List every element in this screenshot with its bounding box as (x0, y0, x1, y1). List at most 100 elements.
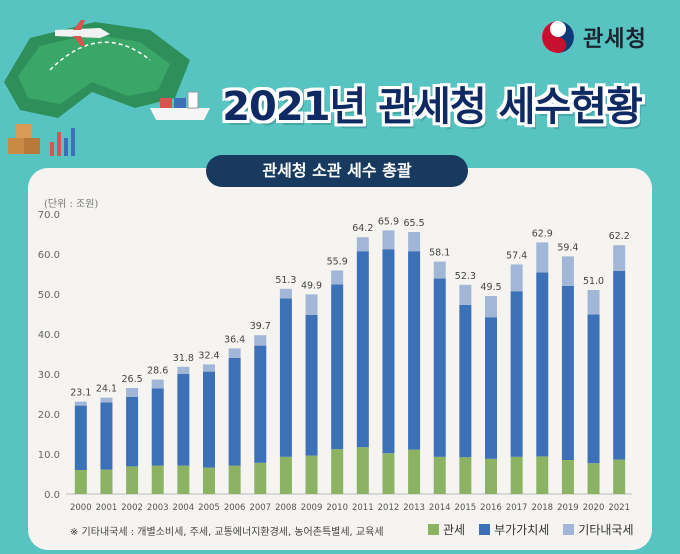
bar-total-label: 23.1 (70, 388, 91, 399)
bar-total-label: 62.2 (609, 231, 630, 242)
bar-total-label: 64.2 (352, 223, 373, 234)
bar-segment-vat (459, 304, 472, 458)
bar-segment-customs (485, 458, 497, 494)
chart-subtitle: 관세청 소관 세수 총괄 (206, 155, 468, 187)
bar-segment-customs (177, 465, 190, 494)
legend-label-other: 기타내국세 (578, 523, 634, 537)
legend-item-vat: 부가가치세 (479, 521, 549, 538)
bar-segment-other (382, 230, 395, 250)
bar-segment-customs (382, 453, 395, 494)
bar-total-label: 51.3 (275, 275, 296, 286)
x-tick-label: 2011 (352, 503, 374, 513)
bar-segment-other (331, 270, 344, 285)
bar-segment-other (279, 288, 292, 299)
bar-segment-customs (433, 456, 446, 494)
agency-logo: 관세청 (541, 20, 647, 54)
bar-segment-vat (151, 388, 164, 466)
bar-total-label: 65.5 (404, 218, 425, 229)
x-tick-label: 2004 (173, 503, 195, 513)
bar-segment-vat (177, 374, 190, 466)
bar-segment-customs (356, 447, 369, 494)
x-tick-label: 2012 (378, 503, 400, 513)
legend-swatch-other (563, 524, 575, 535)
bar-total-label: 39.7 (250, 321, 271, 332)
bar-segment-customs (228, 465, 241, 494)
continent-highlight (18, 34, 170, 104)
x-tick-label: 2009 (301, 503, 323, 513)
bar-segment-customs (561, 460, 574, 494)
y-tick-label: 0.0 (44, 490, 60, 501)
bar-segment-customs (279, 456, 292, 494)
bar-segment-customs (587, 463, 600, 494)
y-tick-label: 50.0 (38, 290, 60, 301)
mini-bar-icon (50, 128, 75, 156)
bar-segment-other (587, 290, 600, 315)
bar-segment-other (100, 397, 113, 403)
x-tick-label: 2005 (198, 503, 220, 513)
legend-label-customs: 관세 (443, 523, 466, 537)
bar-segment-other (561, 256, 574, 286)
legend-item-other: 기타내국세 (563, 521, 634, 538)
bar-total-label: 49.9 (301, 280, 322, 291)
y-tick-label: 60.0 (38, 250, 60, 261)
bar-segment-other (510, 264, 523, 292)
world-trade-illustration (4, 20, 210, 156)
bar-segment-other (459, 284, 472, 305)
bar-segment-other (356, 237, 369, 252)
x-tick-label: 2002 (121, 503, 143, 513)
bar-segment-vat (228, 358, 241, 466)
bar-segment-vat (356, 251, 369, 448)
bar-segment-vat (254, 345, 267, 463)
bar-segment-customs (459, 457, 472, 494)
y-tick-label: 10.0 (38, 450, 60, 461)
bar-total-label: 58.1 (429, 248, 450, 259)
bar-segment-customs (203, 467, 215, 494)
bar-segment-other (305, 294, 318, 315)
bar-segment-other (126, 388, 139, 397)
x-tick-label: 2020 (583, 503, 605, 513)
unit-label: (단위 : 조원) (44, 199, 99, 210)
bar-segment-vat (305, 314, 318, 456)
bar-segment-customs (408, 449, 421, 494)
y-tick-label: 20.0 (38, 410, 60, 421)
x-tick-label: 2013 (403, 503, 425, 513)
route-line (49, 41, 151, 71)
x-tick-label: 2021 (608, 503, 630, 513)
cargo-ship-icon (150, 91, 210, 120)
bar-segment-other (536, 242, 549, 273)
bar-segment-other (177, 366, 190, 374)
bar-total-label: 31.8 (173, 353, 194, 364)
bar-segment-customs (613, 459, 626, 494)
bar-segment-vat (536, 272, 549, 457)
x-tick-label: 2000 (70, 503, 92, 513)
bar-segment-customs (536, 456, 549, 494)
bar-segment-customs (151, 465, 164, 494)
x-tick-label: 2014 (429, 503, 451, 513)
bar-segment-customs (100, 469, 113, 494)
airplane-icon (55, 20, 110, 46)
bar-segment-vat (100, 402, 113, 470)
bar-total-label: 24.1 (96, 384, 117, 395)
bar-total-label: 28.6 (147, 366, 168, 377)
bar-segment-vat (279, 298, 292, 457)
y-tick-label: 40.0 (38, 330, 60, 341)
bar-segment-customs (254, 462, 267, 494)
bar-segment-customs (331, 449, 344, 494)
bar-segment-vat (203, 371, 215, 468)
bar-total-label: 52.3 (455, 271, 476, 282)
bar-total-label: 26.5 (122, 374, 143, 385)
bar-segment-other (433, 261, 446, 279)
bar-segment-other (254, 335, 267, 346)
page-title: 2021년 관세청 세수현황 (222, 84, 643, 130)
agency-name: 관세청 (583, 27, 647, 52)
boxes-icon (8, 124, 40, 154)
legend-swatch-customs (428, 524, 439, 535)
bar-segment-customs (510, 456, 523, 494)
x-tick-label: 2018 (531, 503, 553, 513)
bar-segment-vat (613, 270, 626, 460)
x-tick-label: 2016 (480, 503, 502, 513)
bar-total-label: 65.9 (378, 216, 399, 227)
legend-label-vat: 부가가치세 (494, 523, 550, 537)
taegeuk-logo-icon (542, 21, 574, 53)
